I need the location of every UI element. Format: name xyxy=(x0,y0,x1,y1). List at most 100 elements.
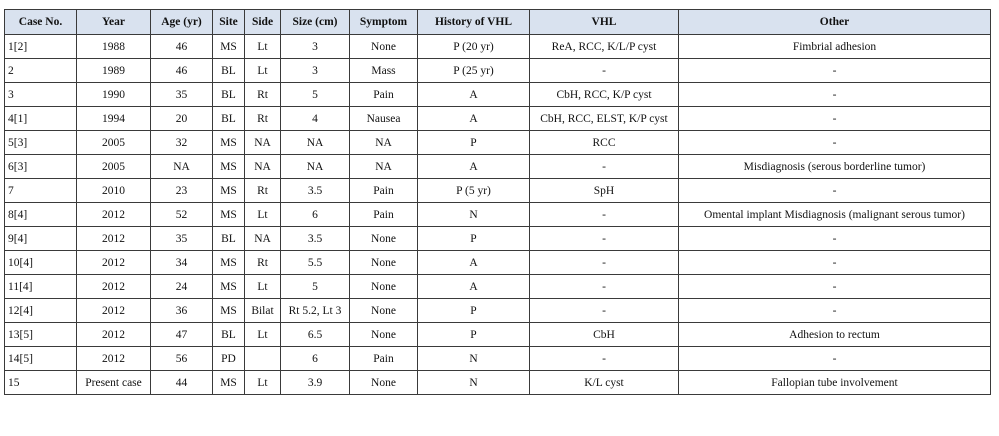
cell-case-no: 15 xyxy=(4,370,77,395)
cell-side: NA xyxy=(244,226,281,251)
cell-symptom: Mass xyxy=(349,58,418,83)
cell-case-no: 3 xyxy=(4,82,77,107)
cell-history-of-vhl: A xyxy=(417,106,530,131)
cell-age: 32 xyxy=(150,130,213,155)
cell-other: - xyxy=(678,106,991,131)
cell-vhl: - xyxy=(529,154,679,179)
header-year: Year xyxy=(76,9,151,35)
cell-other: - xyxy=(678,274,991,299)
cell-size: 3.5 xyxy=(280,178,350,203)
table-row: 3 1990 35 BL Rt 5 Pain A CbH, RCC, K/P cyst - xyxy=(4,82,991,107)
cell-history-of-vhl: P (5 yr) xyxy=(417,178,530,203)
cell-history-of-vhl: A xyxy=(417,82,530,107)
cell-site: MS xyxy=(212,178,245,203)
cell-other: - xyxy=(678,226,991,251)
table-row: 1[2] 1988 46 MS Lt 3 None P (20 yr) ReA, RCC, K/… xyxy=(4,34,991,59)
cell-site: MS xyxy=(212,34,245,59)
cell-history-of-vhl: P (25 yr) xyxy=(417,58,530,83)
header-case-no: Case No. xyxy=(4,9,77,35)
cell-case-no: 2 xyxy=(4,58,77,83)
cell-size: 3.9 xyxy=(280,370,350,395)
cell-case-no: 5[3] xyxy=(4,130,77,155)
cell-site: BL xyxy=(212,82,245,107)
cell-symptom: NA xyxy=(349,130,418,155)
cell-side: Rt xyxy=(244,106,281,131)
cell-size: 3 xyxy=(280,58,350,83)
cell-year: 2005 xyxy=(76,154,151,179)
cell-vhl: - xyxy=(529,226,679,251)
cell-other: - xyxy=(678,298,991,323)
table-row: 9[4] 2012 35 BL NA 3.5 None P - - xyxy=(4,226,991,251)
cell-symptom: None xyxy=(349,34,418,59)
cell-size: 5.5 xyxy=(280,250,350,275)
cell-other: Fallopian tube involvement xyxy=(678,370,991,395)
cell-side: Rt xyxy=(244,178,281,203)
table-row: 12[4] 2012 36 MS Bilat Rt 5.2, Lt 3 None P - - xyxy=(4,298,991,323)
cell-age: 20 xyxy=(150,106,213,131)
table-row: 11[4] 2012 24 MS Lt 5 None A - - xyxy=(4,274,991,299)
cell-other: Misdiagnosis (serous borderline tumor) xyxy=(678,154,991,179)
cell-site: BL xyxy=(212,106,245,131)
cell-case-no: 4[1] xyxy=(4,106,77,131)
table-row: 14[5] 2012 56 PD 6 Pain N - - xyxy=(4,346,991,371)
cell-symptom: Nausea xyxy=(349,106,418,131)
table-row: 15 Present case 44 MS Lt 3.9 None N K/L cyst Fall… xyxy=(4,370,991,395)
cell-symptom: None xyxy=(349,250,418,275)
cell-year: 2012 xyxy=(76,274,151,299)
cell-case-no: 1[2] xyxy=(4,34,77,59)
table-row: 4[1] 1994 20 BL Rt 4 Nausea A CbH, RCC, ELST, K/… xyxy=(4,106,991,131)
cell-case-no: 10[4] xyxy=(4,250,77,275)
cell-other: Omental implant Misdiagnosis (malignant … xyxy=(678,202,991,227)
cell-history-of-vhl: P xyxy=(417,298,530,323)
cell-site: BL xyxy=(212,226,245,251)
cell-symptom: Pain xyxy=(349,202,418,227)
cell-history-of-vhl: A xyxy=(417,274,530,299)
cell-other: - xyxy=(678,82,991,107)
cell-age: 34 xyxy=(150,250,213,275)
cell-vhl: - xyxy=(529,58,679,83)
table-row: 6[3] 2005 NA MS NA NA NA A - Misdiagnosis (serous… xyxy=(4,154,991,179)
cell-case-no: 8[4] xyxy=(4,202,77,227)
cell-other: - xyxy=(678,178,991,203)
cell-symptom: None xyxy=(349,226,418,251)
table-row: 7 2010 23 MS Rt 3.5 Pain P (5 yr) SpH - xyxy=(4,178,991,203)
cell-year: 2012 xyxy=(76,226,151,251)
cell-side: Rt xyxy=(244,250,281,275)
cell-history-of-vhl: N xyxy=(417,346,530,371)
cell-size: 5 xyxy=(280,274,350,299)
cell-year: 2005 xyxy=(76,130,151,155)
cell-history-of-vhl: P xyxy=(417,226,530,251)
cell-site: MS xyxy=(212,154,245,179)
cell-site: BL xyxy=(212,322,245,347)
cell-size: 6 xyxy=(280,346,350,371)
cell-age: 56 xyxy=(150,346,213,371)
cell-other: - xyxy=(678,58,991,83)
cell-symptom: None xyxy=(349,370,418,395)
cell-site: PD xyxy=(212,346,245,371)
cell-year: 2010 xyxy=(76,178,151,203)
cell-history-of-vhl: P xyxy=(417,130,530,155)
cell-side: Lt xyxy=(244,322,281,347)
cell-age: 46 xyxy=(150,34,213,59)
cell-age: 44 xyxy=(150,370,213,395)
table-row: 2 1989 46 BL Lt 3 Mass P (25 yr) - - xyxy=(4,58,991,83)
cell-year: 2012 xyxy=(76,250,151,275)
cell-site: MS xyxy=(212,130,245,155)
cell-history-of-vhl: N xyxy=(417,370,530,395)
case-table: Case No. Year Age (yr) Site Side Size (c… xyxy=(4,9,991,395)
header-vhl: VHL xyxy=(529,9,679,35)
cell-side: Rt xyxy=(244,82,281,107)
cell-size: 3.5 xyxy=(280,226,350,251)
cell-other: - xyxy=(678,250,991,275)
cell-history-of-vhl: N xyxy=(417,202,530,227)
cell-year: 2012 xyxy=(76,346,151,371)
cell-vhl: ReA, RCC, K/L/P cyst xyxy=(529,34,679,59)
cell-other: - xyxy=(678,130,991,155)
cell-case-no: 6[3] xyxy=(4,154,77,179)
cell-side xyxy=(244,346,281,371)
cell-vhl: CbH, RCC, ELST, K/P cyst xyxy=(529,106,679,131)
header-side: Side xyxy=(244,9,281,35)
cell-side: Lt xyxy=(244,274,281,299)
cell-side: NA xyxy=(244,130,281,155)
cell-symptom: Pain xyxy=(349,346,418,371)
